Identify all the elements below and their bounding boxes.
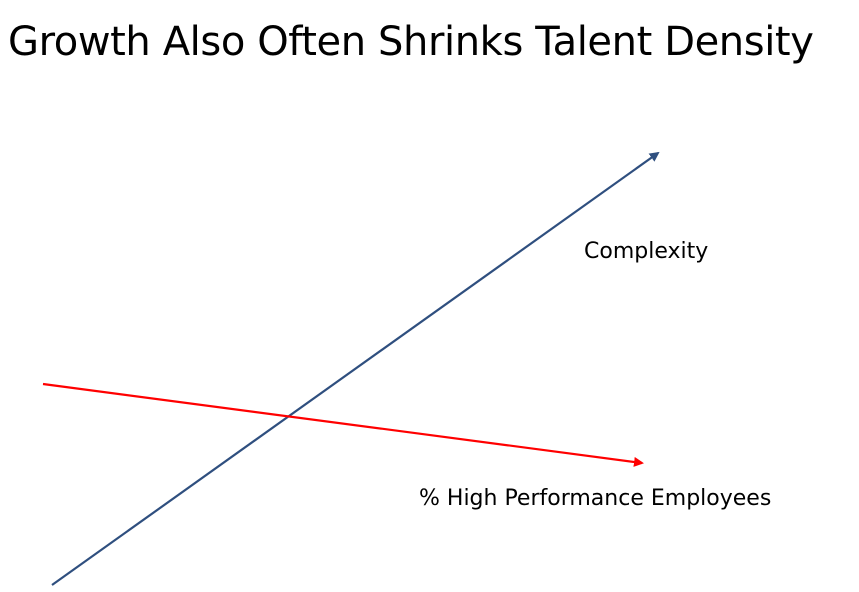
high-performance-arrow (42, 382, 644, 467)
high-performance-label: % High Performance Employees (419, 486, 771, 511)
complexity-label: Complexity (584, 239, 708, 264)
complexity-arrow (51, 151, 660, 586)
slide-title: Growth Also Often Shrinks Talent Density (8, 19, 814, 65)
